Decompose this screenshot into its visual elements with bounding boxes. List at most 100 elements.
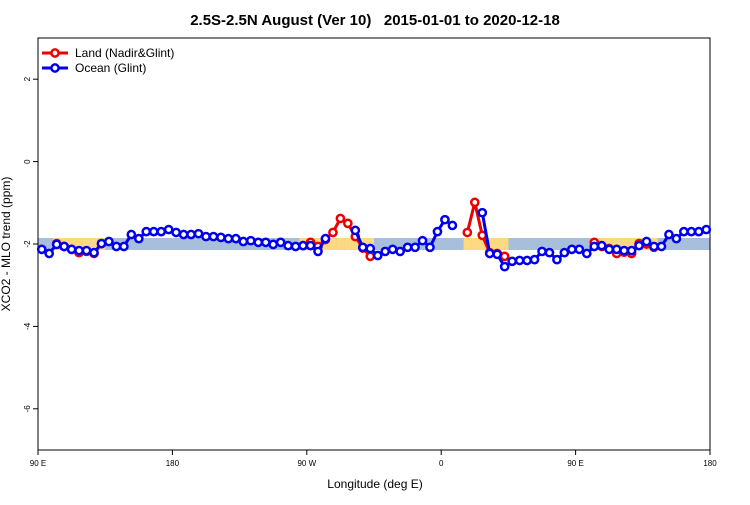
data-point [649,241,659,252]
data-point [425,242,435,253]
data-point [148,226,159,237]
land-mask [627,238,636,250]
land-mask [612,238,621,250]
data-point [208,231,219,242]
data-point [238,236,249,247]
land-mask [344,238,352,250]
data-point [559,247,570,258]
data-point [402,242,413,253]
data-point [178,229,189,240]
data-point [193,228,204,239]
data-point [693,226,704,237]
data-point [328,227,338,238]
data-point [596,240,607,251]
data-point [589,241,600,252]
land-mask [67,238,76,250]
data-point [395,246,405,257]
data-point [671,233,682,244]
data-point [357,242,368,253]
data-point [96,238,107,249]
legend-label: Land (Nadir&Glint) [75,46,174,60]
data-point [581,248,592,259]
land-mask [478,238,486,250]
y-tick-label: -6 [23,405,32,413]
land-mask [336,238,345,250]
data-point [171,227,181,238]
data-point [701,224,712,235]
data-point [201,231,211,242]
x-tick-label: 90 E [30,459,46,468]
data-point [686,226,697,237]
data-point [462,227,473,238]
land-mask [486,238,494,250]
legend-marker [50,63,60,73]
data-point [372,250,383,261]
land-mask [90,238,98,250]
data-point [119,241,129,252]
data-point [81,245,92,256]
data-point [634,240,644,251]
data-point [447,220,458,231]
data-point [410,242,420,253]
data-point [499,261,510,272]
y-tick-label: -4 [23,322,32,330]
land-mask [82,238,91,250]
land-mask [463,238,472,250]
y-axis-label: XCO2 - MLO trend (ppm) [0,177,13,312]
data-point [380,246,391,257]
data-point [141,226,152,237]
data-point [477,207,488,218]
data-point [417,235,428,246]
land-mask [75,238,83,250]
data-point [567,244,577,255]
data-point [305,240,316,251]
data-point [186,229,196,240]
data-point [365,251,376,262]
data-point [156,226,167,237]
data-point [499,251,510,262]
land-mask [493,238,501,250]
x-tick-label: 0 [439,459,444,468]
data-point [66,244,77,255]
legend-marker [50,48,60,58]
data-point [260,237,271,248]
data-point [432,226,443,237]
data-point [275,237,286,248]
data-point [365,243,376,254]
data-point [126,229,137,240]
data-point [283,240,293,251]
data-point [44,248,55,259]
data-point [163,224,174,235]
land-mask [351,238,360,250]
data-point [89,247,99,258]
data-point [529,254,540,265]
data-point [484,248,495,259]
data-point [641,236,652,247]
data-point [387,244,398,255]
land-mask [620,238,628,250]
data-point [245,235,256,246]
y-tick-label: 2 [23,76,32,81]
data-point [298,240,308,251]
x-tick-label: 180 [166,459,180,468]
data-point [604,244,615,255]
data-point [216,232,226,243]
data-point [74,245,84,256]
data-point [507,256,517,267]
land-mask [329,238,337,250]
data-point [656,241,667,252]
data-point [514,255,525,266]
x-tick-label: 90 E [567,459,583,468]
y-tick-label: -2 [23,240,32,248]
data-point [111,241,122,252]
data-point [537,246,547,257]
data-point [51,239,62,250]
data-point [36,244,47,255]
data-point [679,226,689,237]
data-point [320,233,331,244]
data-point [223,233,234,244]
data-point [544,247,555,258]
data-point [104,236,114,247]
data-point [313,246,323,257]
